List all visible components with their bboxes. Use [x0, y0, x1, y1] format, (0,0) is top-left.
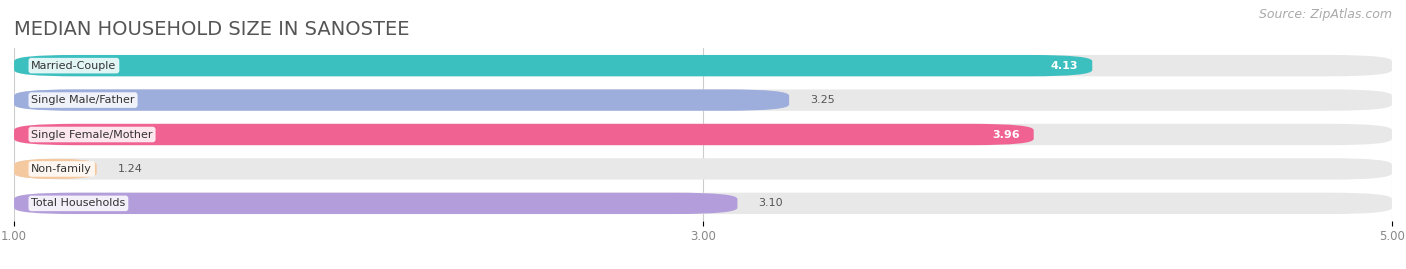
Text: 3.25: 3.25 [810, 95, 835, 105]
Text: Single Female/Mother: Single Female/Mother [31, 129, 153, 140]
FancyBboxPatch shape [14, 158, 97, 180]
Text: 4.13: 4.13 [1050, 61, 1078, 71]
Text: 3.10: 3.10 [758, 198, 783, 208]
FancyBboxPatch shape [14, 193, 738, 214]
Text: Married-Couple: Married-Couple [31, 61, 117, 71]
Text: Source: ZipAtlas.com: Source: ZipAtlas.com [1258, 8, 1392, 21]
Text: 1.24: 1.24 [118, 164, 142, 174]
FancyBboxPatch shape [14, 55, 1092, 76]
FancyBboxPatch shape [14, 158, 1392, 180]
Text: 3.96: 3.96 [993, 129, 1019, 140]
FancyBboxPatch shape [14, 193, 1392, 214]
FancyBboxPatch shape [14, 89, 1392, 111]
FancyBboxPatch shape [14, 124, 1392, 145]
FancyBboxPatch shape [14, 89, 789, 111]
Text: MEDIAN HOUSEHOLD SIZE IN SANOSTEE: MEDIAN HOUSEHOLD SIZE IN SANOSTEE [14, 20, 409, 38]
FancyBboxPatch shape [14, 55, 1392, 76]
Text: Non-family: Non-family [31, 164, 93, 174]
FancyBboxPatch shape [14, 124, 1033, 145]
Text: Single Male/Father: Single Male/Father [31, 95, 135, 105]
Text: Total Households: Total Households [31, 198, 125, 208]
